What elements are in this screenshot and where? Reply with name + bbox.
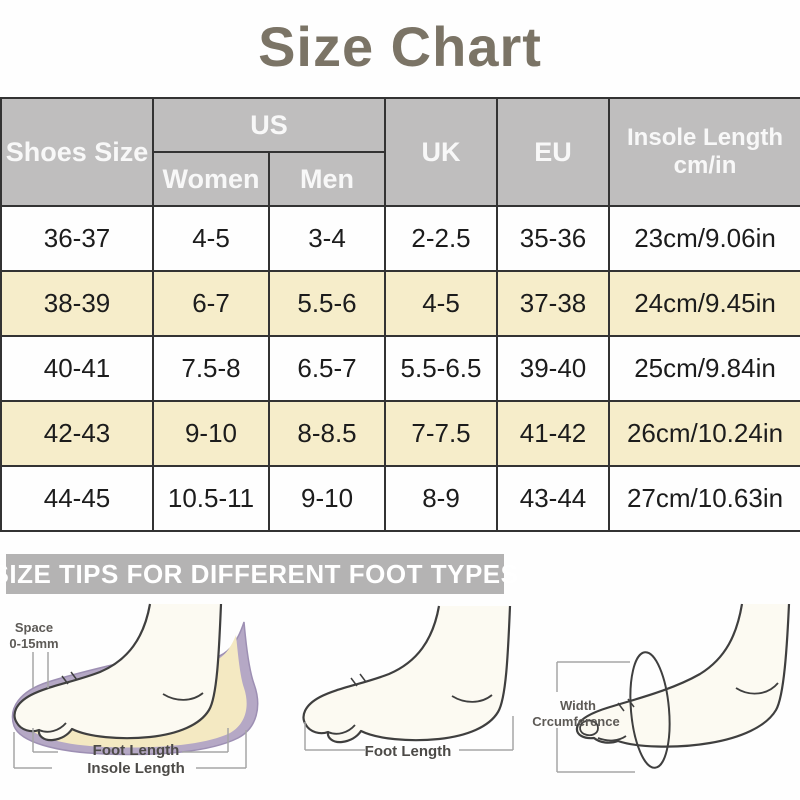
width-circumference-label-line1: Width: [560, 698, 596, 713]
cell-shoes-size: 42-43: [0, 400, 154, 467]
cell-eu: 43-44: [496, 465, 611, 532]
width-circumference-label-line2: Crcumference: [532, 714, 620, 729]
table-header-row-2: Women Men: [1, 151, 800, 207]
circumference-ellipse: [629, 651, 671, 769]
cell-us-men: 6.5-7: [267, 335, 387, 402]
insole-header-line1: Insole Length: [627, 124, 784, 152]
cell-eu: 35-36: [496, 205, 611, 272]
foot-length-label: Foot Length: [92, 742, 180, 759]
cell-uk: 8-9: [384, 465, 499, 532]
cell-uk: 5.5-6.5: [384, 335, 499, 402]
cell-shoes-size: 36-37: [0, 205, 154, 272]
col-header-us: US: [151, 97, 387, 153]
cell-insole: 26cm/10.24in: [608, 400, 800, 467]
cell-uk: 4-5: [384, 270, 499, 337]
col-header-women: Women: [152, 151, 270, 207]
cell-insole: 27cm/10.63in: [608, 465, 800, 532]
col-header-uk: UK: [384, 97, 499, 207]
foot-with-insole-illustration: [11, 603, 259, 769]
cell-us-men: 3-4: [267, 205, 387, 272]
measure-lines: [13, 652, 247, 769]
cell-us-women: 10.5-11: [152, 465, 270, 532]
cell-eu: 39-40: [496, 335, 611, 402]
cell-us-men: 5.5-6: [267, 270, 387, 337]
cell-insole: 23cm/9.06in: [608, 205, 800, 272]
table-row: 42-43 9-10 8-8.5 7-7.5 41-42 26cm/10.24i…: [0, 400, 800, 467]
cell-shoes-size: 40-41: [0, 335, 154, 402]
cell-uk: 7-7.5: [384, 400, 499, 467]
foot-circumference-illustration: [556, 603, 791, 773]
col-header-men: Men: [267, 151, 387, 207]
col-header-insole: Insole Length cm/in: [608, 97, 800, 207]
cell-us-men: 9-10: [267, 465, 387, 532]
cell-eu: 41-42: [496, 400, 611, 467]
col-header-eu: EU: [496, 97, 611, 207]
cell-us-women: 7.5-8: [152, 335, 270, 402]
cell-uk: 2-2.5: [384, 205, 499, 272]
cell-eu: 37-38: [496, 270, 611, 337]
table-row: 44-45 10.5-11 9-10 8-9 43-44 27cm/10.63i…: [0, 465, 800, 532]
cell-us-men: 8-8.5: [267, 400, 387, 467]
foot-side-illustration: [302, 605, 514, 751]
table-header-row-1: Shoes Size US UK EU Insole Length cm/in: [0, 97, 800, 207]
foot-illustrations: Space 0-15mm Foot Length Insole Length F…: [0, 600, 800, 800]
table-row: 40-41 7.5-8 6.5-7 5.5-6.5 39-40 25cm/9.8…: [0, 335, 800, 402]
insole-header-line2: cm/in: [673, 152, 737, 179]
cell-shoes-size: 44-45: [0, 465, 154, 532]
size-table: Shoes Size US UK EU Insole Length cm/in …: [0, 97, 800, 532]
measure-lines: [304, 716, 514, 751]
cell-us-women: 9-10: [152, 400, 270, 467]
cell-insole: 24cm/9.45in: [608, 270, 800, 337]
page-title: Size Chart: [258, 15, 542, 78]
space-label: Space: [14, 620, 54, 635]
measure-lines: [556, 661, 635, 773]
cell-us-women: 6-7: [152, 270, 270, 337]
cell-us-women: 4-5: [152, 205, 270, 272]
space-value-label: 0-15mm: [9, 636, 59, 651]
tips-banner: SIZE TIPS FOR DIFFERENT FOOT TYPES: [0, 554, 518, 594]
cell-shoes-size: 38-39: [0, 270, 154, 337]
col-header-shoes-size: Shoes Size: [0, 97, 154, 207]
cell-insole: 25cm/9.84in: [608, 335, 800, 402]
table-row: 38-39 6-7 5.5-6 4-5 37-38 24cm/9.45in: [0, 270, 800, 337]
table-row: 36-37 4-5 3-4 2-2.5 35-36 23cm/9.06in: [0, 205, 800, 272]
foot-length-label: Foot Length: [364, 743, 452, 760]
insole-length-label: Insole Length: [87, 760, 185, 777]
